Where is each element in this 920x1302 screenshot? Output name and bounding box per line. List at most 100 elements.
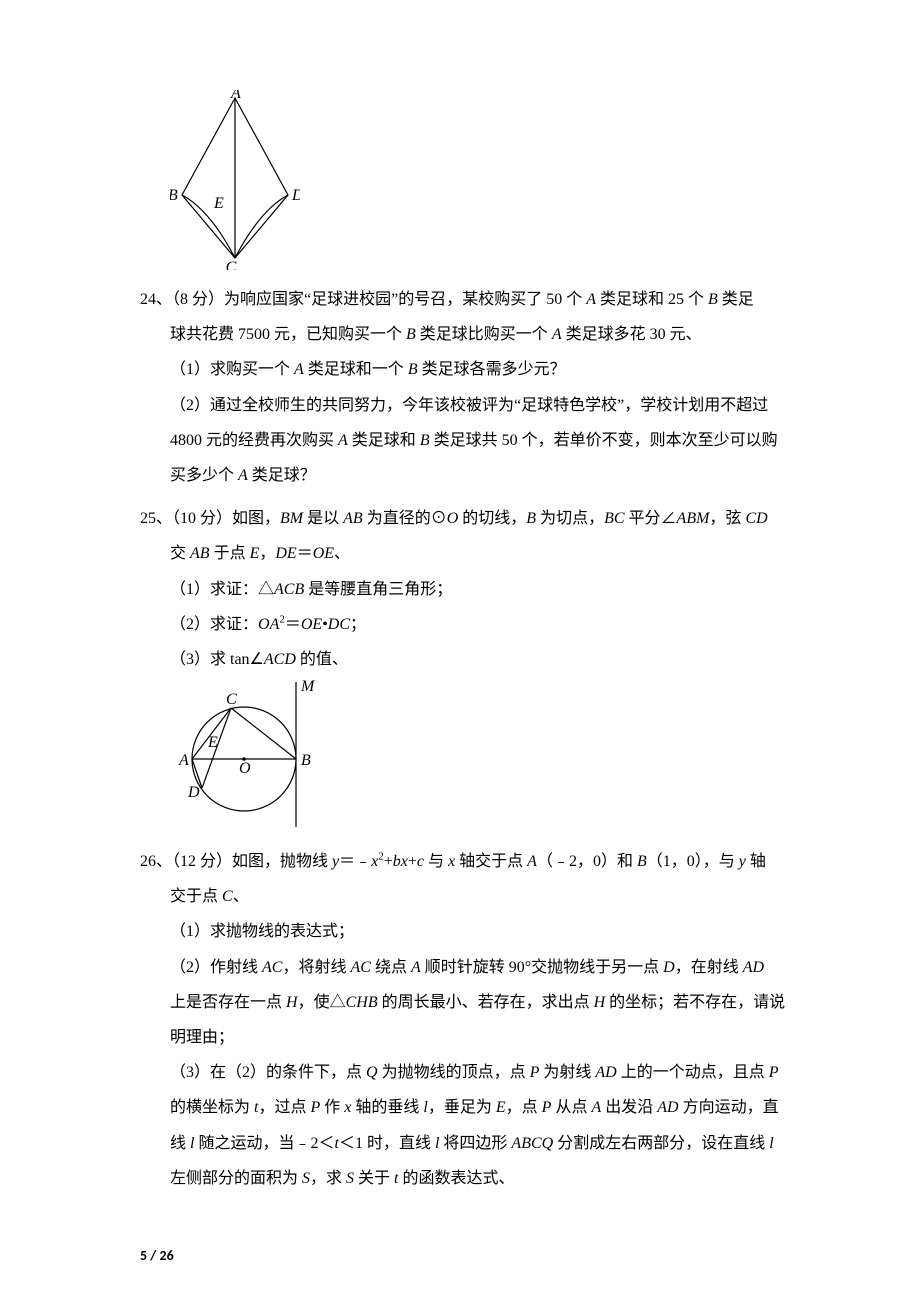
- var: ABM: [677, 510, 710, 527]
- text: 的值、: [296, 651, 348, 668]
- var: B: [637, 853, 647, 870]
- text: ，过点: [258, 1099, 310, 1116]
- label-E: E: [213, 195, 224, 212]
- text: 将四边形: [439, 1135, 511, 1152]
- text: （3）在（2）的条件下，点: [170, 1064, 366, 1081]
- text: 左侧部分的面积为: [170, 1170, 302, 1187]
- p24-line1: 24、（8 分）为响应国家“足球进校园”的号召，某校购买了 50 个 A 类足球…: [140, 282, 790, 317]
- text: ，: [259, 545, 275, 562]
- var: BC: [604, 510, 624, 527]
- text: 类足球多花 30 元、: [562, 326, 702, 343]
- text: 是以: [303, 510, 343, 527]
- var: OA: [258, 616, 279, 633]
- text: 球共花费 7500 元，已知购买一个: [170, 326, 406, 343]
- label-D: D: [187, 784, 200, 801]
- p25-q2: （2）求证：OA2＝OE•DC；: [140, 607, 790, 642]
- text: 于点: [210, 545, 250, 562]
- var: O: [447, 510, 459, 527]
- text: 的函数表达式、: [399, 1170, 515, 1187]
- var: P: [530, 1064, 540, 1081]
- var: ABCQ: [511, 1135, 553, 1152]
- text: （1）求抛物线的表达式；: [170, 923, 354, 940]
- text: 轴交于点: [455, 853, 527, 870]
- var: l: [769, 1135, 773, 1152]
- p25-q3: （3）求 tan∠ACD 的值、: [140, 642, 790, 677]
- text: 的坐标；若不存在，请说: [605, 994, 785, 1011]
- text: 分割成左右两部分，设在直线: [553, 1135, 769, 1152]
- text: ＝﹣: [339, 853, 371, 870]
- text: 绕点: [371, 959, 411, 976]
- var: bx: [393, 853, 408, 870]
- p26-q3-l1: （3）在（2）的条件下，点 Q 为抛物线的顶点，点 P 为射线 AD 上的一个动…: [140, 1055, 790, 1090]
- text: 线: [170, 1135, 190, 1152]
- figure-25: C M A B O E D: [170, 677, 790, 832]
- p26-q1: （1）求抛物线的表达式；: [140, 914, 790, 949]
- text: （1）求证：△: [170, 581, 274, 598]
- p26-q2-l3: 明理由；: [140, 1020, 790, 1055]
- var: S: [346, 1170, 354, 1187]
- text: ＜1 时，直线: [339, 1135, 435, 1152]
- label-D: D: [291, 187, 300, 204]
- var: AD: [743, 959, 764, 976]
- text: 为直径的⊙: [363, 510, 447, 527]
- page-sep: /: [147, 1247, 159, 1264]
- circle-tangent-diagram: C M A B O E D: [170, 677, 330, 832]
- text: 关于: [354, 1170, 394, 1187]
- text: +: [408, 853, 417, 870]
- label-E: E: [207, 734, 218, 751]
- text: ，将射线: [282, 959, 350, 976]
- text: 的周长最小、若存在，求出点: [378, 994, 594, 1011]
- var: AD: [595, 1064, 616, 1081]
- text: 的切线，: [458, 510, 526, 527]
- var: y: [739, 853, 746, 870]
- var-B: B: [708, 291, 718, 308]
- var: H: [594, 994, 606, 1011]
- text: ，点: [506, 1099, 542, 1116]
- var: c: [417, 853, 424, 870]
- text: 25、（10 分）如图，: [140, 510, 280, 527]
- text: 作: [320, 1099, 344, 1116]
- text: 上是否存在一点: [170, 994, 286, 1011]
- var-B: B: [420, 432, 430, 449]
- figure-23: A B C D E: [170, 90, 790, 270]
- text: 交: [170, 545, 190, 562]
- label-A: A: [230, 90, 241, 102]
- text: （1，0），与: [647, 853, 739, 870]
- text: ＝: [285, 616, 301, 633]
- text: 24、（8 分）为响应国家“足球进校园”的号召，某校购买了 50 个: [140, 291, 586, 308]
- p24-q2-l3: 买多少个 A 类足球？: [140, 458, 790, 493]
- var: A: [527, 853, 537, 870]
- p26-q2-l2: 上是否存在一点 H，使△CHB 的周长最小、若存在，求出点 H 的坐标；若不存在…: [140, 985, 790, 1020]
- var: D: [663, 959, 675, 976]
- text: 为射线: [539, 1064, 595, 1081]
- text: ，求: [310, 1170, 346, 1187]
- var: BM: [280, 510, 303, 527]
- p26-q3-l3: 线 l 随之运动，当﹣2＜t＜1 时，直线 l 将四边形 ABCQ 分割成左右两…: [140, 1126, 790, 1161]
- var: P: [542, 1099, 552, 1116]
- text: 、: [233, 888, 249, 905]
- var: CHB: [346, 994, 378, 1011]
- var: A: [591, 1099, 601, 1116]
- problem-24: 24、（8 分）为响应国家“足球进校园”的号召，某校购买了 50 个 A 类足球…: [140, 282, 790, 493]
- text: ，弦: [709, 510, 745, 527]
- label-O: O: [239, 760, 251, 777]
- var-A: A: [586, 291, 596, 308]
- text: 为抛物线的顶点，点: [378, 1064, 530, 1081]
- var: H: [286, 994, 298, 1011]
- text: 类足: [718, 291, 754, 308]
- var: DE: [275, 545, 296, 562]
- text: 轴: [746, 853, 766, 870]
- var-A: A: [294, 361, 304, 378]
- text: 从点: [551, 1099, 591, 1116]
- var: AC: [350, 959, 370, 976]
- text: 随之运动，当﹣2＜: [194, 1135, 334, 1152]
- text: （2）求证：: [170, 616, 258, 633]
- p26-q3-l2: 的横坐标为 t，过点 P 作 x 轴的垂线 l，垂足为 E，点 P 从点 A 出…: [140, 1090, 790, 1125]
- var: E: [250, 545, 260, 562]
- var: C: [222, 888, 233, 905]
- text: 4800 元的经费再次购买: [170, 432, 338, 449]
- var: AB: [190, 545, 210, 562]
- var: Q: [366, 1064, 378, 1081]
- problem-26: 26、（12 分）如图，抛物线 y＝﹣x2+bx+c 与 x 轴交于点 A（﹣2…: [140, 844, 790, 1196]
- var: AC: [262, 959, 282, 976]
